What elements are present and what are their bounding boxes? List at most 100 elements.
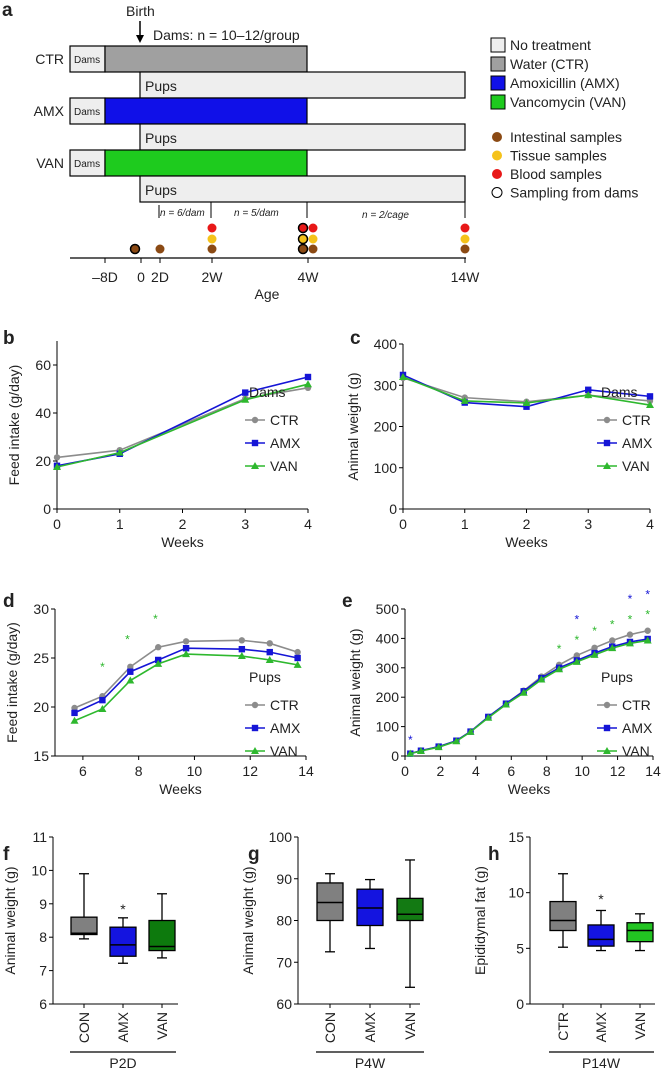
panel-label-c: c [350, 328, 361, 349]
y-tick-label: 40 [35, 405, 51, 421]
legend-label: VAN [270, 743, 298, 759]
box-amx [356, 878, 384, 950]
y-tick-label: 100 [376, 719, 400, 735]
x-tick-label: 2 [179, 516, 187, 532]
dams-pre-bar [69, 149, 106, 177]
data-point [126, 676, 135, 684]
box-van [626, 913, 654, 952]
legend-label: AMX [622, 720, 653, 736]
x-tick-label: 14 [298, 763, 314, 779]
chart-d: d 15 20 25 30 Feed intake (g/day) 6 8 10 12 14 Week… [3, 591, 314, 797]
legend-label: Intestinal samples [510, 129, 622, 145]
group-label: P14W [582, 1055, 621, 1071]
significance-asterisk: * [628, 592, 633, 606]
legend-label: Sampling from dams [510, 185, 638, 201]
y-axis-label: Animal weight (g) [240, 866, 256, 974]
category-label: AMX [593, 1011, 609, 1042]
x-axis-label: Weeks [161, 534, 204, 550]
x-tick-label: 3 [584, 516, 592, 532]
box-iqr [549, 900, 577, 932]
significance-asterisk: * [645, 608, 650, 622]
box-iqr [396, 897, 424, 922]
box-iqr [587, 924, 615, 947]
intestinal-sample-dot [297, 243, 309, 255]
y-tick-label: 25 [33, 650, 49, 666]
data-point [237, 652, 246, 660]
chart-f: f 6 7 8 9 10 11 Animal weight (g) CON AMX VAN * P2D [2, 829, 178, 1071]
series-line-van [74, 653, 298, 722]
dams-label: Dams [74, 159, 100, 170]
box-van [396, 859, 424, 988]
birth-label: Birth [126, 3, 155, 19]
dams-n-label: Dams: n = 10–12/group [153, 27, 300, 43]
legend-marker [603, 462, 611, 469]
data-point [182, 645, 190, 652]
group-label: CTR [35, 51, 64, 67]
data-point [242, 389, 249, 396]
legend-marker [251, 701, 259, 709]
pups-label: Pups [145, 78, 177, 94]
legend-label: Blood samples [510, 166, 602, 182]
series-line-ctr [74, 639, 298, 709]
data-point [609, 637, 616, 644]
n-label: n = 6/dam [160, 208, 205, 219]
y-tick-label: 70 [276, 954, 292, 970]
data-point [484, 713, 493, 721]
significance-asterisk: * [120, 901, 126, 917]
tissue-sample-dot [207, 234, 217, 244]
data-point [644, 627, 651, 634]
data-point [460, 396, 469, 404]
y-tick-label: 7 [39, 963, 47, 979]
box-con [316, 873, 344, 953]
data-point [466, 727, 475, 735]
group-label: P2D [109, 1055, 136, 1071]
y-tick-label: 20 [35, 453, 51, 469]
legend-label: Vancomycin (VAN) [510, 94, 626, 110]
panel-label-f: f [3, 844, 10, 865]
data-point [555, 665, 564, 673]
x-tick-label: 2 [523, 516, 531, 532]
blood-sample-dot [297, 222, 309, 234]
legend-title: Pups [601, 669, 633, 685]
legend-label: CTR [270, 697, 299, 713]
data-point [523, 403, 530, 410]
significance-asterisk: * [557, 642, 562, 656]
blood-sample-dot [460, 223, 470, 233]
pups-bar [139, 71, 466, 99]
data-point [127, 668, 134, 675]
y-tick-label: 0 [516, 996, 524, 1012]
y-tick-label: 0 [43, 501, 51, 517]
legend-marker [251, 747, 259, 754]
tissue-sample-dot [460, 234, 470, 244]
x-tick-label: 6 [507, 763, 515, 779]
x-axis-label: Weeks [505, 534, 548, 550]
legend-label: Amoxicillin (AMX) [510, 75, 620, 91]
y-tick-label: 15 [508, 829, 524, 845]
blood-sample-dot [308, 223, 318, 233]
legend-title: Pups [249, 669, 281, 685]
y-tick-label: 500 [376, 601, 400, 617]
x-tick-label: 0 [401, 763, 409, 779]
age-tick-label: 2D [151, 269, 169, 285]
y-axis-label: Animal weight (g) [347, 628, 363, 736]
data-point [573, 652, 581, 659]
data-point [625, 639, 634, 647]
y-tick-label: 10 [31, 862, 47, 878]
x-tick-label: 10 [574, 763, 590, 779]
chart-c: c 0 100 200 300 400 Animal weight (g) 0 1 2 3 4 Week… [345, 328, 654, 550]
x-axis-label: Weeks [508, 781, 551, 797]
legend-label: CTR [622, 697, 651, 713]
panel-label-h: h [488, 844, 500, 865]
x-tick-label: 12 [610, 763, 626, 779]
panel-label-d: d [3, 591, 15, 612]
treatment-bar [104, 149, 308, 177]
y-tick-label: 400 [374, 336, 398, 352]
y-tick-label: 5 [516, 940, 524, 956]
y-axis-label: Feed intake (g/day) [6, 365, 22, 486]
group-label: P4W [355, 1055, 386, 1071]
data-point [53, 463, 61, 470]
legend-label: No treatment [510, 37, 591, 53]
legend-title: Dams [249, 384, 286, 400]
series-line-van [410, 639, 648, 755]
